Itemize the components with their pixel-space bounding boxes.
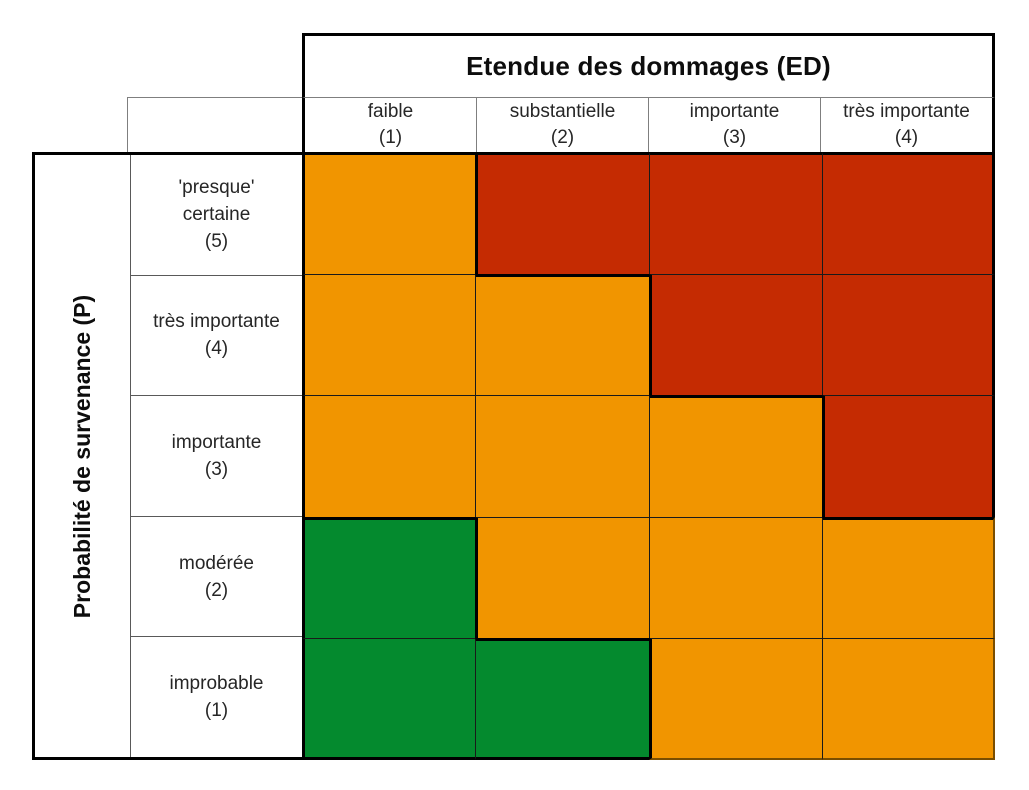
matrix-cell	[648, 516, 822, 639]
row-header-number: (1)	[204, 700, 229, 722]
matrix-cell	[648, 152, 822, 274]
matrix-cell	[302, 273, 476, 396]
column-header-number: (1)	[378, 127, 403, 148]
matrix-cell	[475, 273, 649, 396]
row-header: 'presque' certaine (5)	[131, 155, 302, 275]
row-header-number: (2)	[204, 579, 229, 601]
column-header-label: substantielle	[509, 101, 616, 122]
column-header: faible (1)	[302, 97, 476, 152]
matrix-cell	[648, 273, 822, 396]
row-header-label: 'presque'	[178, 177, 255, 199]
column-header-row: faible (1) substantielle (2) importante (3) tr…	[127, 97, 995, 152]
matrix-cell	[821, 273, 995, 396]
header-spacer-cell	[127, 97, 302, 152]
matrix-cell	[821, 516, 995, 639]
matrix-cell	[302, 516, 476, 639]
column-header-number: (2)	[550, 127, 575, 148]
column-header: substantielle (2)	[476, 97, 648, 152]
matrix-cell	[302, 395, 476, 517]
x-axis-title-box: Etendue des dommages (ED)	[302, 33, 995, 97]
row-header-number: (5)	[204, 231, 229, 253]
column-header-number: (4)	[894, 127, 919, 148]
column-header-label: faible	[367, 101, 414, 122]
column-header: très importante (4)	[820, 97, 995, 152]
row-header-label: très importante	[153, 311, 280, 333]
row-header: improbable (1)	[131, 636, 302, 757]
row-header-column: 'presque' certaine (5) très importante (4) im…	[130, 155, 302, 757]
matrix-cell	[475, 516, 649, 639]
matrix-cell	[648, 638, 822, 760]
column-header-label: importante	[689, 101, 780, 122]
row-header-label: certaine	[182, 204, 251, 226]
row-header-label: improbable	[169, 673, 264, 695]
row-header: importante (3)	[131, 395, 302, 516]
y-axis-title: Probabilité de survenance (P)	[69, 294, 95, 618]
matrix-cell	[821, 638, 995, 760]
row-header: très importante (4)	[131, 274, 302, 396]
matrix-cell	[475, 395, 649, 517]
column-header: importante (3)	[648, 97, 820, 152]
column-header-label: très importante	[843, 101, 970, 122]
y-axis-title-column: Probabilité de survenance (P)	[35, 155, 130, 757]
row-header-number: (3)	[204, 458, 229, 480]
x-axis-title: Etendue des dommages (ED)	[466, 51, 831, 81]
matrix-cell	[302, 638, 476, 760]
row-header-label: modérée	[179, 552, 254, 574]
matrix-cell	[648, 395, 822, 517]
matrix-cell	[475, 152, 649, 274]
column-header-number: (3)	[722, 127, 747, 148]
row-header-label: importante	[171, 431, 262, 453]
matrix-cell	[821, 395, 995, 517]
risk-matrix-grid	[302, 152, 995, 760]
row-header-number: (4)	[204, 338, 229, 360]
row-header: modérée (2)	[131, 515, 302, 637]
matrix-cell	[302, 152, 476, 274]
matrix-cell	[821, 152, 995, 274]
left-axis-frame: Probabilité de survenance (P) 'presque' c…	[32, 152, 302, 760]
matrix-cell	[475, 638, 649, 760]
